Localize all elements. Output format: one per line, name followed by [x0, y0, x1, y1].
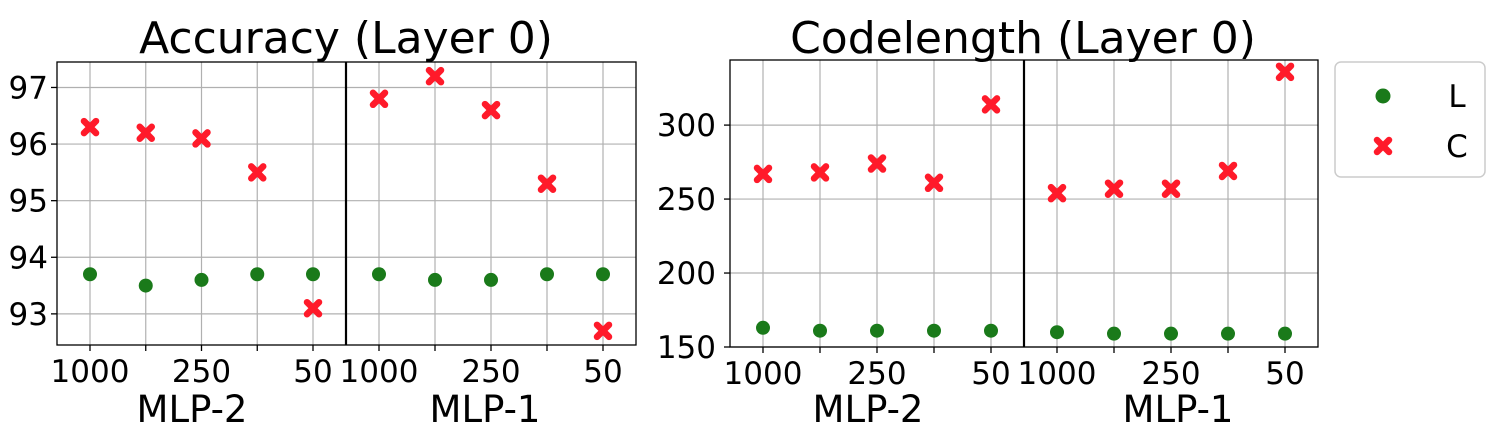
y-tick-label: 250	[657, 182, 716, 218]
x-tick-label: 1000	[1018, 356, 1097, 392]
point-C	[593, 321, 613, 341]
chart-title: Codelength (Layer 0)	[790, 13, 1256, 64]
x-tick-label: 250	[847, 356, 906, 392]
point-C	[1275, 62, 1295, 82]
x-tick-label: 250	[1141, 356, 1200, 392]
point-L	[306, 267, 320, 282]
x-tick-label: 250	[172, 354, 231, 390]
point-C	[425, 66, 445, 86]
point-C	[303, 298, 323, 318]
point-C	[248, 163, 267, 182]
group-label-mlp-1: MLP-1	[430, 388, 541, 431]
point-C	[481, 100, 501, 120]
point-C	[1047, 183, 1067, 203]
point-L	[756, 320, 770, 335]
y-tick-label: 95	[9, 184, 48, 220]
point-L	[372, 267, 386, 282]
point-L	[984, 323, 998, 338]
y-tick-label: 150	[657, 330, 716, 366]
x-tick-label: 1000	[340, 354, 419, 390]
point-L	[927, 323, 941, 338]
point-L	[870, 323, 884, 338]
legend: LC	[1334, 61, 1486, 178]
point-L	[1164, 326, 1178, 341]
point-L	[250, 267, 265, 282]
y-tick-label: 300	[657, 108, 716, 144]
x-tick-label: 250	[461, 354, 520, 390]
point-C	[136, 123, 155, 142]
point-C	[537, 174, 557, 193]
point-L	[1050, 325, 1064, 340]
point-L	[428, 272, 442, 287]
y-tick-label: 93	[9, 297, 48, 333]
chart-title: Accuracy (Layer 0)	[139, 13, 553, 64]
group-label-mlp-2: MLP-2	[137, 388, 248, 431]
y-tick-label: 96	[9, 127, 48, 163]
point-C	[924, 173, 944, 193]
point-L	[1107, 326, 1121, 341]
legend-marker-L	[1375, 88, 1391, 104]
point-L	[813, 323, 827, 338]
point-C	[981, 95, 1001, 114]
point-L	[1278, 326, 1292, 341]
point-C	[867, 154, 887, 173]
y-tick-label: 94	[9, 240, 48, 276]
legend-box	[1334, 61, 1486, 178]
y-tick-label: 200	[657, 256, 716, 292]
x-tick-label: 50	[971, 356, 1010, 392]
x-tick-label: 1000	[724, 356, 803, 392]
point-C	[1218, 161, 1238, 181]
point-C	[810, 163, 830, 182]
point-C	[1161, 179, 1181, 198]
x-tick-label: 50	[1265, 356, 1304, 392]
x-tick-label: 50	[293, 354, 332, 390]
point-L	[484, 272, 498, 287]
point-C	[753, 164, 773, 184]
point-L	[540, 267, 554, 282]
group-label-mlp-1: MLP-1	[1123, 388, 1234, 431]
x-tick-label: 50	[583, 354, 622, 390]
point-C	[369, 89, 389, 109]
point-C	[192, 129, 211, 148]
accuracy-chart: Accuracy (Layer 0) MLP-2 MLP-1 93 94 95 96 9…	[9, 13, 637, 431]
point-L	[83, 267, 97, 282]
point-L	[138, 278, 153, 293]
x-tick-label: 1000	[51, 354, 130, 390]
point-L	[1221, 326, 1235, 341]
group-label-mlp-2: MLP-2	[813, 388, 924, 431]
codelength-chart: Codelength (Layer 0) MLP-2 MLP-1 150 200 2…	[657, 13, 1319, 431]
legend-label: C	[1446, 129, 1468, 165]
point-L	[596, 267, 610, 282]
point-L	[194, 272, 209, 287]
legend-label: L	[1448, 79, 1466, 115]
point-C	[1104, 179, 1124, 198]
y-tick-label: 97	[9, 70, 48, 106]
legend-marker-C	[1373, 136, 1393, 156]
point-C	[80, 117, 100, 137]
